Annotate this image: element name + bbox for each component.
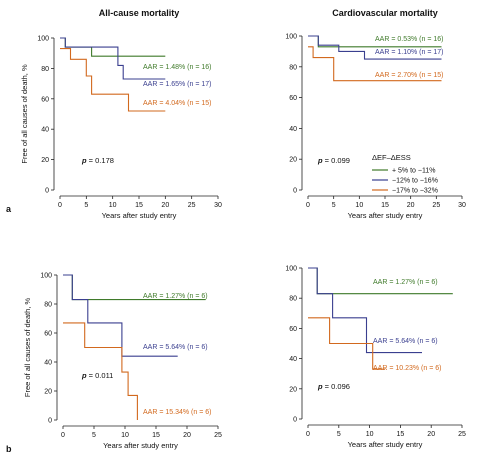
- x-tick-label: 30: [458, 202, 466, 209]
- series-annotation-3: AAR = 15.34% (n = 6): [143, 409, 211, 416]
- x-tick-label: 20: [427, 431, 435, 438]
- y-tick-label: 0: [293, 417, 297, 424]
- series-annotation-2: AAR = 1.65% (n = 17): [143, 81, 211, 88]
- series-annotation-1: AAR = 1.48% (n = 16): [143, 64, 211, 71]
- series-annotation-1: AAR = 1.27% (n = 6): [143, 293, 208, 300]
- x-tick-label: 20: [407, 202, 415, 209]
- y-tick-label: 20: [44, 389, 52, 396]
- y-tick-label: 40: [289, 126, 297, 133]
- x-axis-label: Years after study entry: [103, 441, 178, 450]
- x-tick-label: 5: [332, 202, 336, 209]
- y-tick-label: 20: [289, 157, 297, 164]
- y-tick-label: 60: [289, 95, 297, 102]
- x-axis-label: Years after study entry: [348, 440, 423, 449]
- chart-panel-4: 0 20 40 60 80 100 0 5 10 15 20 25 Years after study …: [285, 266, 466, 450]
- y-tick-label: 80: [289, 296, 297, 303]
- legend-label-2: −12% to −16%: [392, 178, 438, 185]
- legend-label-1: + 5% to −11%: [392, 168, 435, 175]
- y-tick-label: 0: [293, 188, 297, 195]
- series-annotation-1: AAR = 0.53% (n = 16): [375, 36, 443, 43]
- p-value: p = 0.099: [317, 156, 350, 165]
- legend-title: ΔEF–ΔESS: [372, 153, 411, 162]
- y-tick-label: 80: [44, 302, 52, 309]
- p-value: p = 0.096: [317, 382, 350, 391]
- series-line-2: [60, 37, 166, 80]
- series-line-3: [63, 322, 138, 420]
- chart-title: All-cause mortality: [99, 8, 180, 18]
- y-tick-label: 0: [48, 418, 52, 425]
- p-value: p = 0.011: [81, 371, 113, 380]
- series-annotation-2: AAR = 5.64% (n = 6): [143, 344, 208, 351]
- x-tick-label: 0: [61, 432, 65, 439]
- y-tick-label: 60: [41, 96, 49, 103]
- y-tick-label: 60: [44, 331, 52, 338]
- x-tick-label: 15: [397, 431, 405, 438]
- y-axis-label: Free of all causes of death, %: [20, 64, 29, 164]
- y-tick-label: 20: [41, 157, 49, 164]
- series-annotation-3: AAR = 4.04% (n = 15): [143, 100, 211, 107]
- x-tick-label: 0: [306, 202, 310, 209]
- x-tick-label: 25: [458, 431, 466, 438]
- x-tick-label: 25: [432, 202, 440, 209]
- chart-panel-3: 0 20 40 60 80 100 0 5 10 15 20 25 Years after study …: [23, 273, 222, 451]
- y-tick-label: 40: [41, 127, 49, 134]
- x-tick-label: 5: [337, 431, 341, 438]
- y-axis-label: Free of all causes of death, %: [23, 298, 32, 398]
- y-tick-label: 60: [289, 326, 297, 333]
- x-tick-label: 0: [306, 431, 310, 438]
- series-line-3: [308, 317, 385, 370]
- x-tick-label: 20: [161, 202, 169, 209]
- x-tick-label: 15: [152, 432, 160, 439]
- x-tick-label: 5: [84, 202, 88, 209]
- y-tick-label: 40: [44, 360, 52, 367]
- x-tick-label: 30: [214, 202, 222, 209]
- series-annotation-3: AAR = 10.23% (n = 6): [373, 365, 441, 372]
- y-tick-label: 100: [285, 34, 297, 41]
- y-tick-label: 80: [289, 64, 297, 71]
- row-label-a: a: [6, 204, 12, 214]
- series-annotation-2: AAR = 1.10% (n = 17): [375, 49, 443, 56]
- chart-panel-1: All-cause mortality 0 20 40 60 80 100 0 5 10 15 20 2…: [20, 8, 222, 220]
- series-line-3: [308, 46, 442, 82]
- x-tick-label: 10: [366, 431, 374, 438]
- series-line-2: [308, 267, 422, 354]
- chart-title: Cardiovascular mortality: [332, 8, 438, 18]
- x-axis-label: Years after study entry: [102, 211, 177, 220]
- y-tick-label: 100: [37, 36, 49, 43]
- x-tick-label: 10: [121, 432, 129, 439]
- series-annotation-1: AAR = 1.27% (n = 6): [373, 279, 438, 286]
- legend-label-3: −17% to −32%: [392, 188, 438, 195]
- y-tick-label: 20: [289, 386, 297, 393]
- legend: ΔEF–ΔESS + 5% to −11% −12% to −16% −17% …: [372, 153, 438, 195]
- y-tick-label: 0: [45, 188, 49, 195]
- series-annotation-3: AAR = 2.70% (n = 15): [375, 72, 443, 79]
- series-line-3: [60, 48, 166, 112]
- row-label-b: b: [6, 444, 12, 454]
- x-tick-label: 0: [58, 202, 62, 209]
- x-tick-label: 10: [109, 202, 117, 209]
- x-tick-label: 15: [135, 202, 143, 209]
- x-tick-label: 10: [355, 202, 363, 209]
- x-axis-label: Years after study entry: [348, 211, 423, 220]
- x-tick-label: 15: [381, 202, 389, 209]
- y-tick-label: 100: [285, 266, 297, 273]
- p-value: p = 0.178: [81, 156, 114, 165]
- y-tick-label: 100: [40, 273, 52, 280]
- x-tick-label: 25: [188, 202, 196, 209]
- x-tick-label: 5: [92, 432, 96, 439]
- y-tick-label: 80: [41, 66, 49, 73]
- series-line-2: [308, 35, 442, 60]
- chart-panel-2: Cardiovascular mortality 0 20 40 60 80 100 0 5 10…: [285, 8, 466, 220]
- x-tick-label: 20: [183, 432, 191, 439]
- series-annotation-2: AAR = 5.64% (n = 6): [373, 338, 438, 345]
- x-tick-label: 25: [214, 432, 222, 439]
- y-tick-label: 40: [289, 356, 297, 363]
